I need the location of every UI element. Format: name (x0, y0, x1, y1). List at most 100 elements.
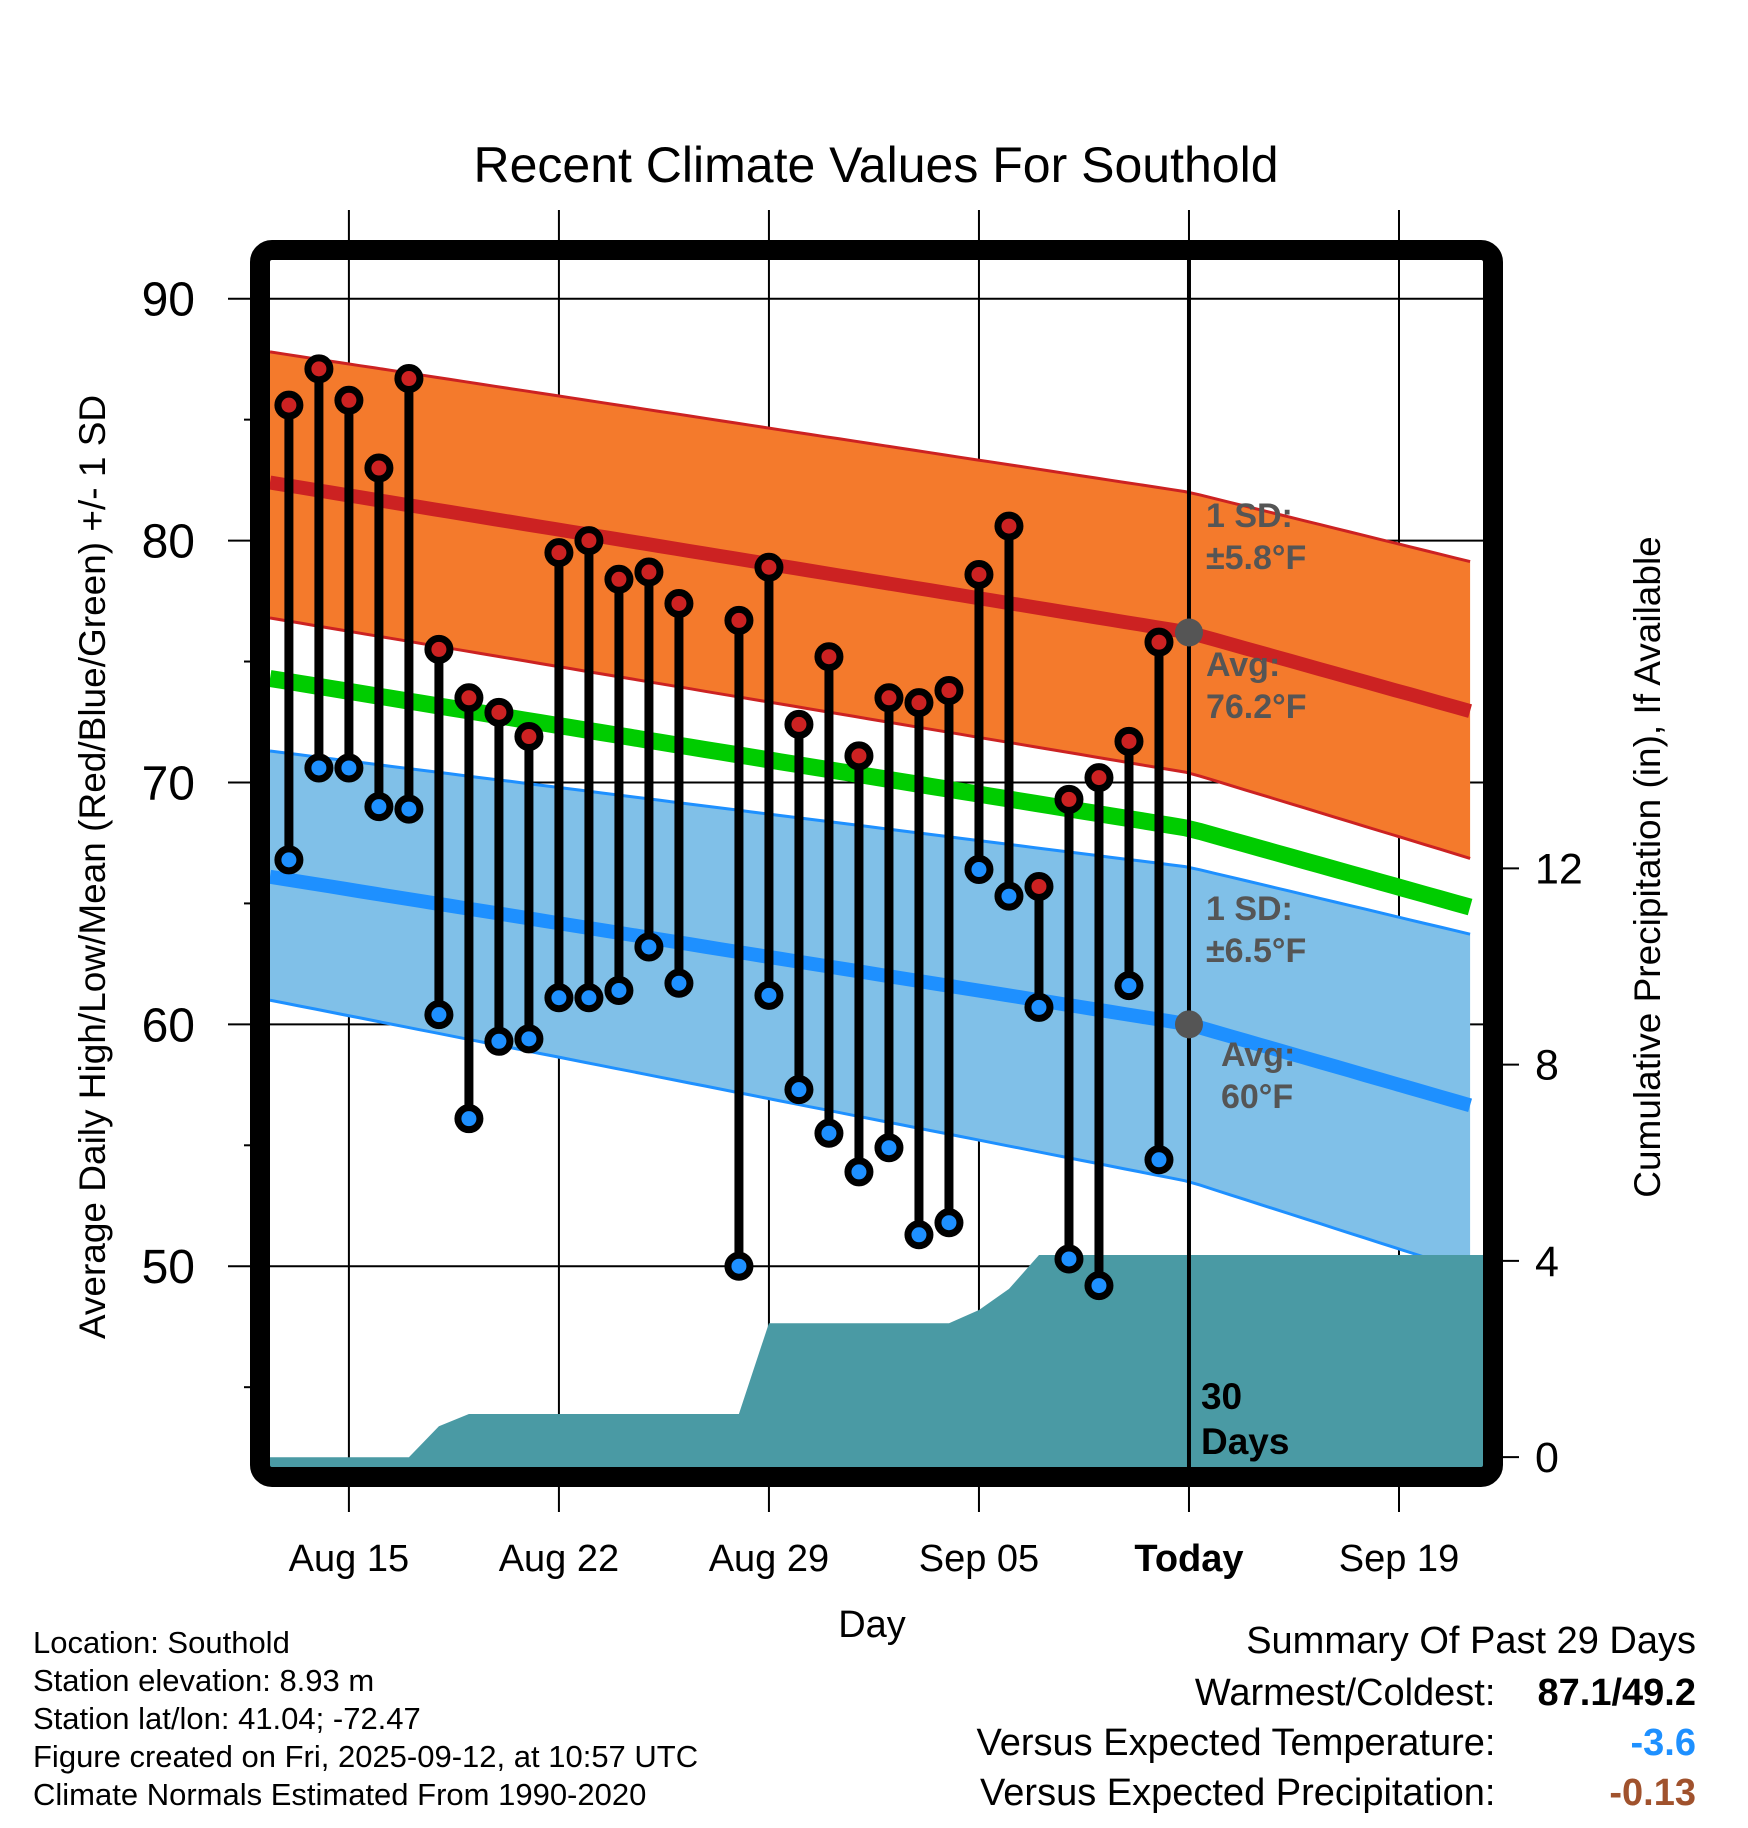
observation-aug-22 (544, 538, 574, 1013)
x-tick-label: Aug 15 (289, 1538, 409, 1580)
plot-area: 1 SD: ±5.8°F Avg: 76.2°F 1 SD: ±6.5°F Avg: 60°F… (270, 260, 1483, 1467)
low-marker (574, 983, 604, 1013)
high-sd-annotation-line2: ±5.8°F (1206, 539, 1306, 577)
low-marker (934, 1208, 964, 1238)
today-window-label: Days (1201, 1421, 1289, 1462)
high-marker (1084, 763, 1114, 793)
high-marker (544, 538, 574, 568)
y-axis-label: Average Daily High/Low/Mean (Red/Blue/Gr… (72, 395, 113, 1339)
low-marker (664, 968, 694, 998)
low-marker (994, 881, 1024, 911)
low-sd-band (270, 751, 1471, 1272)
observation-aug-24 (604, 564, 634, 1005)
low-marker (454, 1104, 484, 1134)
plot-frame (250, 240, 1503, 1487)
high-avg-marker (1174, 618, 1203, 647)
axes: 90 80 70 60 50 0 4 8 12 Aug 15 Aug 22 Aug 29 Sep 05 T… (142, 274, 1583, 1580)
high-marker (964, 559, 994, 589)
observation-aug-23 (574, 526, 604, 1013)
low-marker (1024, 992, 1054, 1022)
precipitation-label: Versus Expected Precipitation: (980, 1772, 1496, 1814)
high-marker (754, 552, 784, 582)
low-marker (274, 845, 304, 875)
created-text: Figure created on Fri, 2025-09-12, at 10… (33, 1739, 699, 1774)
low-marker (1054, 1244, 1084, 1274)
low-sd-annotation-line1: 1 SD: (1206, 890, 1293, 928)
low-marker (754, 980, 784, 1010)
low-avg-annotation-line1: Avg: (1221, 1036, 1295, 1074)
latlon-text: Station lat/lon: 41.04; -72.47 (33, 1701, 421, 1736)
high-marker (514, 722, 544, 752)
low-avg-marker (1174, 1010, 1203, 1039)
station-info: Location: Southold Station elevation: 8.… (33, 1624, 698, 1814)
low-marker (604, 975, 634, 1005)
elevation-text: Station elevation: 8.93 m (33, 1663, 375, 1698)
low-marker (964, 855, 994, 885)
observation-aug-28 (724, 605, 754, 1281)
observation-aug-13 (274, 390, 304, 875)
low-marker (424, 1000, 454, 1030)
high-marker (1114, 726, 1144, 756)
temperature-value: -3.6 (1630, 1722, 1696, 1764)
observation-aug-20 (484, 697, 514, 1056)
observation-sep-09 (1084, 763, 1114, 1301)
x-tick-label: Sep 05 (919, 1538, 1039, 1580)
low-marker (1114, 971, 1144, 1001)
low-marker (304, 753, 334, 783)
high-marker (484, 697, 514, 727)
high-marker (1024, 871, 1054, 901)
high-marker (334, 385, 364, 415)
y2-tick-label: 12 (1535, 845, 1583, 893)
low-marker (544, 983, 574, 1013)
high-marker (574, 526, 604, 556)
y-tick-label: 90 (142, 274, 195, 327)
high-sd-annotation-line1: 1 SD: (1206, 497, 1293, 535)
high-marker (724, 605, 754, 635)
observation-aug-17 (394, 364, 424, 824)
observation-sep-08 (1054, 784, 1084, 1274)
high-marker (634, 557, 664, 587)
low-marker (874, 1133, 904, 1163)
high-marker (784, 709, 814, 739)
summary-heading: Summary Of Past 29 Days (1246, 1620, 1696, 1662)
high-sd-band (270, 351, 1471, 859)
low-marker (1084, 1271, 1114, 1301)
observation-aug-18 (424, 634, 454, 1030)
y-tick-label: 70 (142, 757, 195, 810)
observation-aug-21 (514, 722, 544, 1054)
y2-tick-label: 8 (1535, 1042, 1559, 1090)
high-avg-annotation-line2: 76.2°F (1206, 688, 1307, 726)
observation-aug-26 (664, 588, 694, 998)
high-marker (904, 688, 934, 718)
high-marker (844, 741, 874, 771)
high-marker (874, 683, 904, 713)
high-marker (814, 642, 844, 672)
x-tick-label: Aug 29 (709, 1538, 829, 1580)
high-marker (604, 564, 634, 594)
observation-sep-03 (904, 688, 934, 1250)
high-marker (454, 683, 484, 713)
observation-sep-10 (1114, 726, 1144, 1001)
high-marker (1144, 627, 1174, 657)
warmest-coldest-value: 87.1/49.2 (1537, 1672, 1696, 1714)
summary-precipitation: Versus Expected Precipitation: -0.13 (980, 1772, 1696, 1815)
low-marker (484, 1026, 514, 1056)
precipitation-area (270, 1255, 1483, 1467)
high-marker (1054, 784, 1084, 814)
low-marker (814, 1118, 844, 1148)
y-tick-label: 50 (142, 1241, 195, 1294)
high-marker (364, 453, 394, 483)
observation-aug-19 (454, 683, 484, 1134)
observation-sep-06 (994, 511, 1024, 911)
low-marker (724, 1251, 754, 1281)
low-marker (784, 1075, 814, 1105)
summary-warmest-coldest: Warmest/Coldest: 87.1/49.2 (1195, 1672, 1696, 1715)
y2-axis-label: Cumulative Precipitation (in), If Availa… (1627, 536, 1668, 1198)
x-tick-label: Aug 22 (499, 1538, 619, 1580)
today-window-label: 30 (1201, 1376, 1242, 1417)
x-axis-label: Day (838, 1604, 906, 1646)
low-avg-annotation-line2: 60°F (1221, 1078, 1293, 1116)
high-marker (394, 364, 424, 394)
normals-text: Climate Normals Estimated From 1990-2020 (33, 1777, 647, 1812)
